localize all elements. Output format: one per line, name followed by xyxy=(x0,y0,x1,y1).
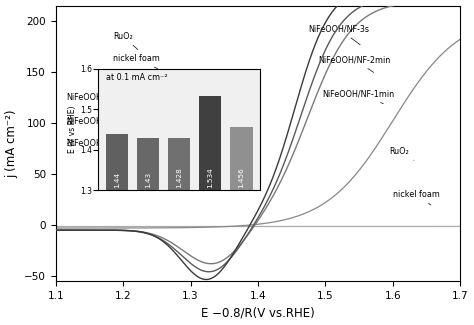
Text: NiFeOOH/NF-2min: NiFeOOH/NF-2min xyxy=(319,55,391,72)
Text: nickel foam: nickel foam xyxy=(393,190,439,205)
Text: NiFeOOH/NF-2min: NiFeOOH/NF-2min xyxy=(66,93,138,108)
Text: NiFeOOH/NF-1min: NiFeOOH/NF-1min xyxy=(66,116,138,132)
X-axis label: E −0.8/R(V vs.RHE): E −0.8/R(V vs.RHE) xyxy=(201,306,315,319)
Text: NiFeOOH/NF-1min: NiFeOOH/NF-1min xyxy=(322,90,394,104)
Text: NiFeOOH/NF-3s: NiFeOOH/NF-3s xyxy=(66,139,127,154)
Text: nickel foam: nickel foam xyxy=(113,54,160,69)
Text: RuO₂: RuO₂ xyxy=(113,32,138,50)
Text: NiFeOOH/NF-3s: NiFeOOH/NF-3s xyxy=(309,24,369,45)
Y-axis label: j (mA cm⁻²): j (mA cm⁻²) xyxy=(6,109,18,177)
Text: RuO₂: RuO₂ xyxy=(389,147,414,160)
